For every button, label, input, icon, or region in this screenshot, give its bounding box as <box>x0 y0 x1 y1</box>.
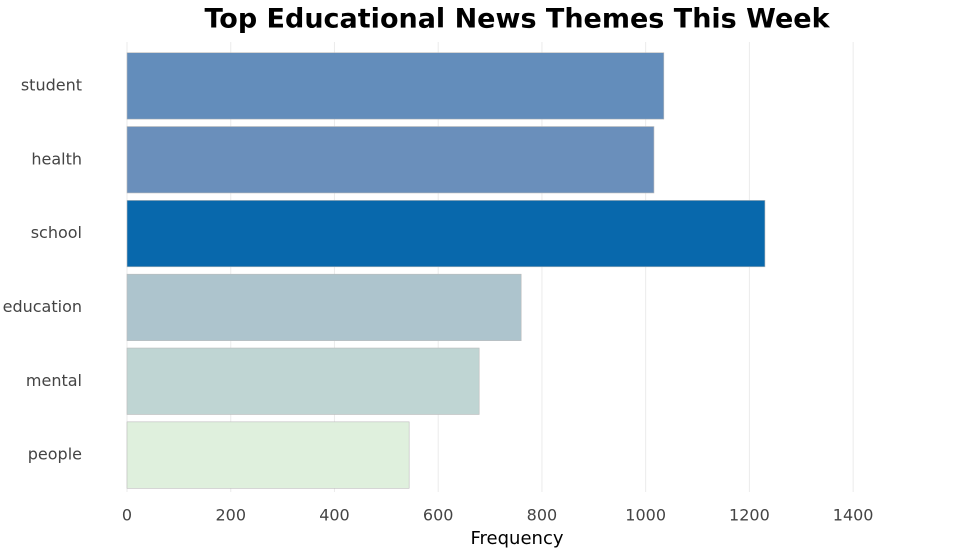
bar <box>126 126 655 194</box>
chart-title: Top Educational News Themes This Week <box>204 4 830 35</box>
x-tick-label: 400 <box>319 506 350 525</box>
bar <box>126 273 522 341</box>
x-tick-label: 800 <box>527 506 558 525</box>
x-axis-title: Frequency <box>471 528 564 549</box>
x-tick-label: 600 <box>423 506 454 525</box>
x-tick-label: 200 <box>215 506 246 525</box>
bar <box>126 200 766 268</box>
y-tick-label: student <box>21 75 82 94</box>
y-tick-label: education <box>3 297 82 316</box>
x-tick-label: 1400 <box>833 506 874 525</box>
bar <box>126 347 480 415</box>
y-tick-label: people <box>28 445 82 464</box>
y-tick-label: mental <box>26 371 82 390</box>
y-tick-label: health <box>31 149 82 168</box>
y-tick-label: school <box>31 223 82 242</box>
x-tick-label: 0 <box>122 506 132 525</box>
bar <box>126 52 665 120</box>
x-tick-label: 1200 <box>729 506 770 525</box>
bar <box>126 421 410 489</box>
x-tick-label: 1000 <box>625 506 666 525</box>
